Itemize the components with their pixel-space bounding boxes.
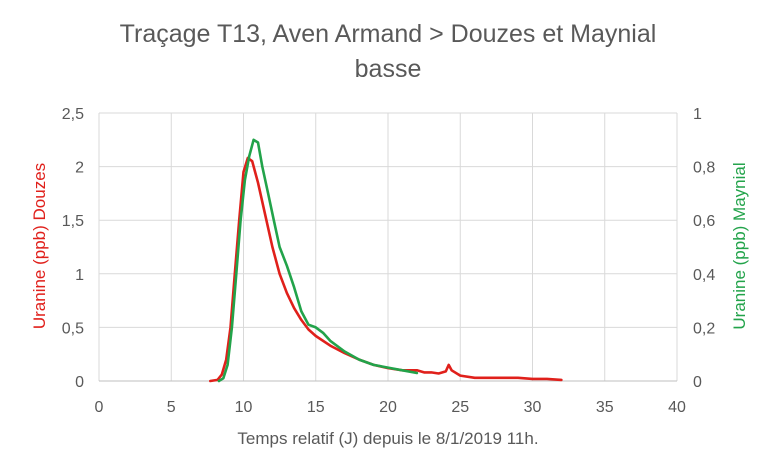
x-tick-label: 25 bbox=[451, 399, 469, 416]
y-left-tick-label: 0,5 bbox=[62, 320, 84, 337]
y-right-tick-label: 0,6 bbox=[693, 213, 715, 230]
y-left-tick-label: 1 bbox=[75, 267, 84, 284]
y-right-tick-label: 0 bbox=[693, 374, 702, 391]
x-tick-label: 30 bbox=[524, 399, 542, 416]
y-right-tick-label: 1 bbox=[693, 106, 702, 123]
x-tick-label: 0 bbox=[95, 399, 104, 416]
x-tick-label: 15 bbox=[307, 399, 325, 416]
chart-title-line-1: Traçage T13, Aven Armand > Douzes et May… bbox=[120, 20, 657, 48]
x-tick-label: 10 bbox=[235, 399, 253, 416]
y-axis-left-label: Uranine (ppb) Douzes bbox=[30, 163, 49, 329]
chart-title-line-2: basse bbox=[355, 55, 422, 83]
y-left-tick-labels: 0 0,5 1 1,5 2 2,5 bbox=[62, 106, 84, 391]
y-left-tick-label: 2 bbox=[75, 160, 84, 177]
y-left-tick-label: 2,5 bbox=[62, 106, 84, 123]
x-tick-label: 40 bbox=[668, 399, 686, 416]
y-axis-right-label: Uranine (ppb) Maynial bbox=[730, 162, 749, 329]
x-axis-label: Temps relatif (J) depuis le 8/1/2019 11h… bbox=[237, 429, 538, 448]
y-right-tick-label: 0,4 bbox=[693, 267, 715, 284]
y-right-tick-labels: 0 0,2 0,4 0,6 0,8 1 bbox=[693, 106, 715, 391]
series-line-maynial bbox=[217, 138, 419, 383]
series-line-douzes bbox=[209, 156, 563, 383]
y-right-tick-label: 0,8 bbox=[693, 160, 715, 177]
data-series bbox=[209, 138, 563, 383]
y-left-tick-label: 0 bbox=[75, 374, 84, 391]
x-tick-label: 20 bbox=[379, 399, 397, 416]
gridlines bbox=[98, 112, 678, 382]
x-tick-labels: 0 5 10 15 20 25 30 35 40 bbox=[95, 399, 686, 416]
y-right-tick-label: 0,2 bbox=[693, 320, 715, 337]
x-tick-label: 5 bbox=[167, 399, 176, 416]
x-tick-label: 35 bbox=[596, 399, 614, 416]
y-left-tick-label: 1,5 bbox=[62, 213, 84, 230]
